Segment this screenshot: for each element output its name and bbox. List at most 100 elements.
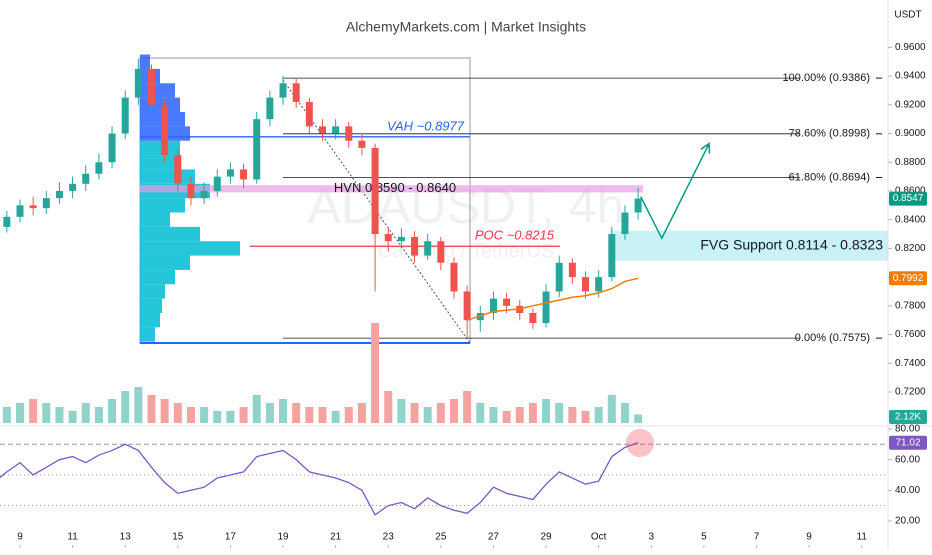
volume-bar bbox=[423, 407, 432, 423]
volume-bar bbox=[68, 411, 77, 423]
volume-bar bbox=[42, 403, 51, 423]
zone bbox=[140, 185, 643, 193]
volume-bar bbox=[371, 323, 380, 423]
volume-bar bbox=[252, 395, 261, 423]
candle-body bbox=[411, 236, 419, 256]
fib-label: 0.00% (0.7575) bbox=[795, 332, 870, 344]
x-tick-label: 9 bbox=[806, 532, 812, 543]
volume-bar bbox=[489, 407, 498, 423]
candle-body bbox=[200, 190, 208, 199]
volume-bar bbox=[108, 399, 117, 423]
y-tick-label: 0.9000 bbox=[895, 128, 926, 139]
candle-body bbox=[371, 147, 379, 235]
candle-body bbox=[95, 162, 103, 174]
rsi-highlight bbox=[626, 429, 654, 457]
candle-body bbox=[345, 126, 353, 141]
zone bbox=[610, 230, 888, 261]
candle-body bbox=[266, 97, 274, 120]
y-tick-label: 0.8600 bbox=[895, 186, 926, 197]
volume-bar bbox=[528, 403, 537, 423]
candle-body bbox=[148, 68, 156, 105]
candle-body bbox=[42, 198, 50, 209]
volume-badge-bg bbox=[889, 410, 927, 424]
volume-bar bbox=[476, 403, 485, 423]
profile-bar bbox=[140, 327, 155, 342]
candle-body bbox=[332, 126, 340, 134]
volume-bar bbox=[620, 403, 629, 423]
profile-bar bbox=[140, 284, 165, 299]
x-tick-label: 21 bbox=[330, 532, 342, 543]
x-tick-label: Oct bbox=[591, 532, 607, 543]
y-tick-label: 0.9600 bbox=[895, 42, 926, 53]
rsi-tick-label: 60.00 bbox=[895, 454, 920, 465]
layer: 0.72000.74000.76000.78000.80000.82000.84… bbox=[0, 42, 927, 548]
x-tick-label: 19 bbox=[277, 532, 289, 543]
volume-bar bbox=[147, 395, 156, 423]
x-tick-label: 29 bbox=[540, 532, 552, 543]
candle-body bbox=[437, 241, 445, 263]
fib-label: 61.80% (0.8694) bbox=[789, 171, 870, 183]
y-tick-label: 0.9400 bbox=[895, 71, 926, 82]
candle-body bbox=[82, 173, 90, 184]
x-tick-label: 13 bbox=[120, 532, 132, 543]
profile-bar bbox=[140, 97, 180, 112]
x-tick-label: 7 bbox=[754, 532, 760, 543]
volume-bar bbox=[607, 395, 616, 423]
x-tick-label: 9 bbox=[17, 532, 23, 543]
rsi-line bbox=[0, 442, 639, 516]
profile-bar bbox=[140, 255, 190, 270]
x-tick-label: 25 bbox=[435, 532, 447, 543]
fib-label: 78.60% (0.8998) bbox=[789, 128, 870, 140]
rsi-tick-label: 80.00 bbox=[895, 424, 920, 435]
volume-bar bbox=[15, 403, 24, 423]
volume-bar bbox=[436, 403, 445, 423]
x-tick-label: 27 bbox=[488, 532, 500, 543]
volume-bar bbox=[318, 407, 327, 423]
candle-body bbox=[69, 183, 77, 191]
y-tick-label: 0.7200 bbox=[895, 387, 926, 398]
ema-badge-bg bbox=[889, 271, 927, 286]
profile-bar bbox=[140, 54, 150, 69]
candle-body bbox=[3, 216, 11, 227]
y-tick-label: 0.7400 bbox=[895, 358, 926, 369]
volume-bar bbox=[449, 399, 458, 423]
y-tick-label: 0.7600 bbox=[895, 329, 926, 340]
volume-bar bbox=[213, 411, 222, 423]
x-tick-label: 3 bbox=[648, 532, 654, 543]
candle-body bbox=[108, 133, 116, 163]
candle-body bbox=[213, 176, 221, 191]
x-tick-label: 5 bbox=[701, 532, 707, 543]
currency-label: USDT bbox=[894, 10, 921, 21]
profile-bar bbox=[140, 155, 175, 170]
candle-body bbox=[621, 212, 629, 235]
rsi-badge-bg bbox=[889, 435, 927, 450]
volume-bar bbox=[357, 403, 366, 423]
y-tick-label: 0.8800 bbox=[895, 157, 926, 168]
candle-body bbox=[187, 183, 195, 199]
volume-bar bbox=[410, 403, 419, 423]
rsi-tick-label: 20.00 bbox=[895, 516, 920, 527]
volume-bar bbox=[94, 407, 103, 423]
ema-line bbox=[466, 277, 639, 321]
profile-bar bbox=[140, 140, 180, 156]
candle-body bbox=[555, 262, 563, 292]
candle-body bbox=[121, 97, 129, 134]
rsi-tick-label: 40.00 bbox=[895, 485, 920, 496]
candle-body bbox=[595, 277, 603, 292]
volume-bar bbox=[555, 403, 564, 423]
x-tick-label: 15 bbox=[172, 532, 184, 543]
volume-bar bbox=[239, 407, 248, 423]
volume-bar bbox=[581, 411, 590, 423]
candle-body bbox=[174, 155, 182, 184]
last-price-badge-bg bbox=[889, 191, 927, 206]
volume-bar bbox=[2, 407, 11, 423]
candle-body bbox=[463, 291, 471, 321]
volume-bar bbox=[344, 407, 353, 423]
profile-bar bbox=[140, 169, 195, 184]
candle-body bbox=[240, 169, 248, 180]
candle-body bbox=[608, 234, 616, 278]
x-tick-label: 11 bbox=[67, 532, 78, 543]
volume-bar bbox=[305, 407, 314, 423]
volume-bar bbox=[397, 399, 406, 423]
